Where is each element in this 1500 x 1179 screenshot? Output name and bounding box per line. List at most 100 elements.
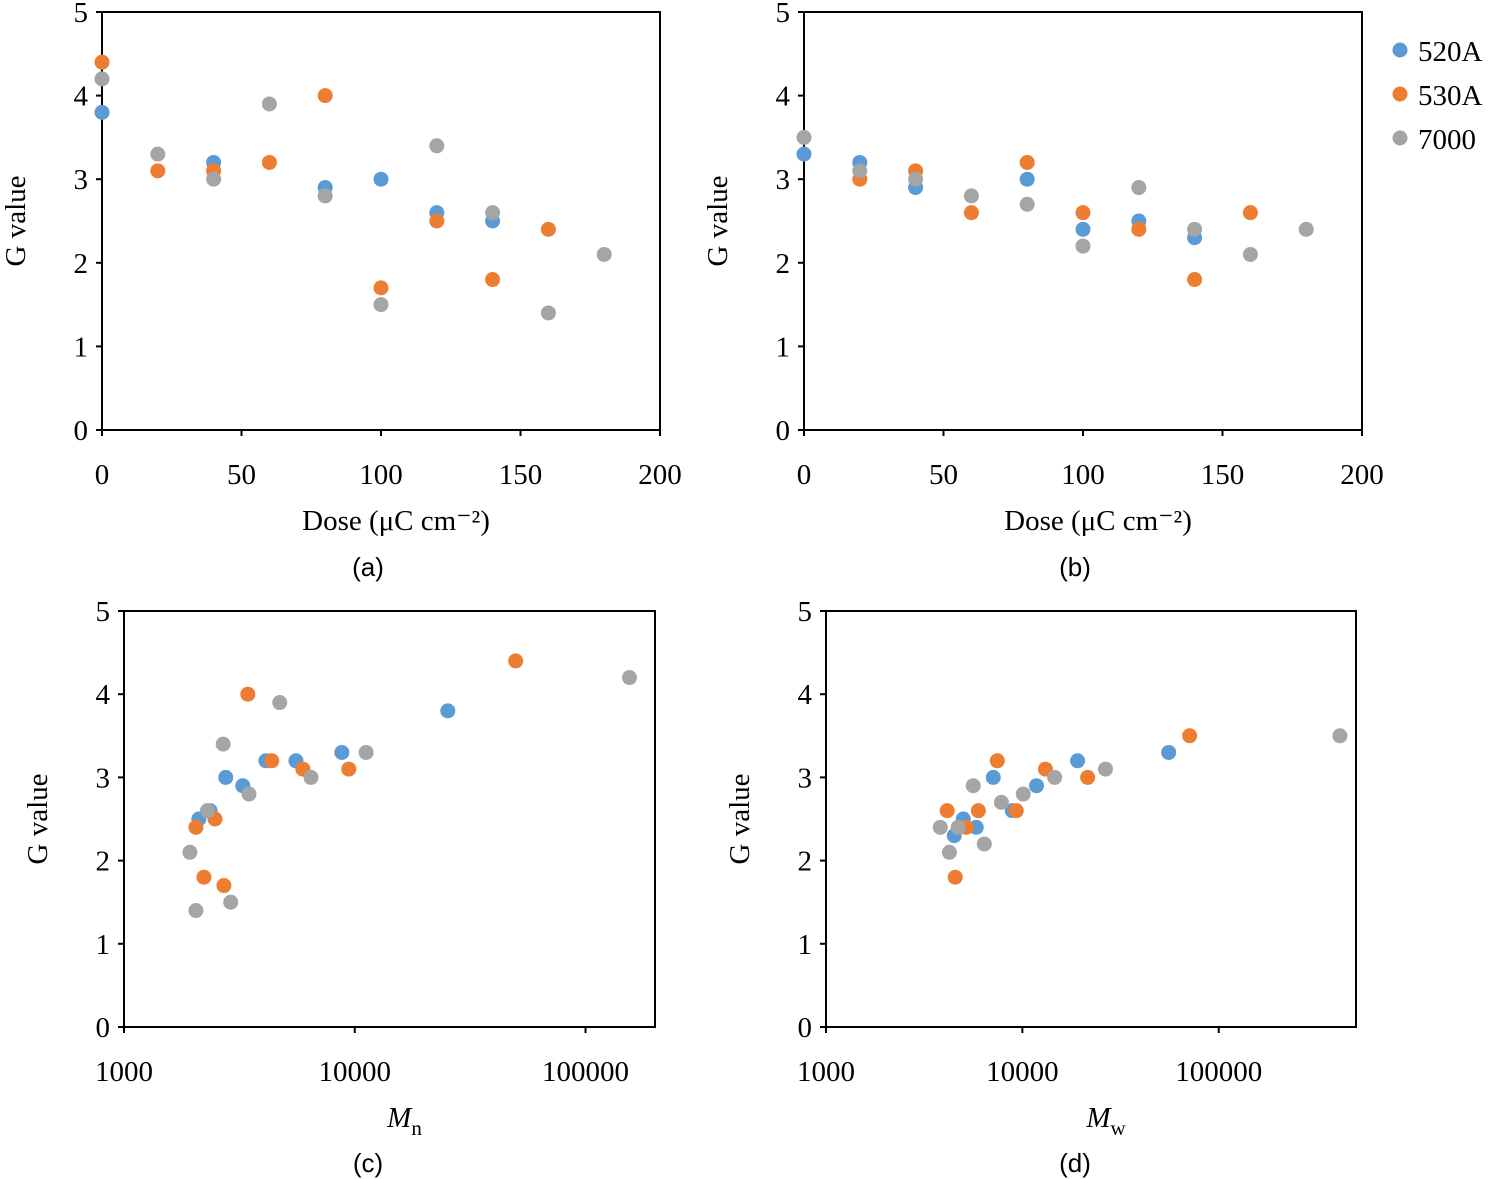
x-tick-label: 50 xyxy=(929,459,958,491)
point xyxy=(188,903,204,919)
point xyxy=(317,188,333,204)
point xyxy=(216,878,232,894)
point xyxy=(1075,205,1091,221)
point xyxy=(429,138,445,154)
legend-marker xyxy=(1392,130,1408,146)
y-tick-label: 3 xyxy=(96,762,111,794)
point xyxy=(596,246,612,262)
point xyxy=(540,221,556,237)
point xyxy=(1097,761,1113,777)
point xyxy=(796,129,812,145)
point xyxy=(989,753,1005,769)
point xyxy=(150,146,166,162)
point xyxy=(182,844,198,860)
y-tick-label: 5 xyxy=(798,596,813,628)
plot-frame xyxy=(101,11,661,431)
legend-label: 530A xyxy=(1418,80,1483,112)
point xyxy=(1019,196,1035,212)
point xyxy=(932,819,948,835)
legend-label: 520A xyxy=(1418,36,1483,68)
point xyxy=(261,154,277,170)
point xyxy=(1015,786,1031,802)
point xyxy=(215,736,231,752)
point xyxy=(94,54,110,70)
x-tick-label: 10000 xyxy=(986,1056,1059,1088)
point xyxy=(1298,221,1314,237)
point xyxy=(1028,778,1044,794)
point xyxy=(334,744,350,760)
point xyxy=(261,96,277,112)
y-tick-label: 3 xyxy=(798,762,813,794)
x-tick-label: 100000 xyxy=(1175,1056,1262,1088)
point xyxy=(852,163,868,179)
point xyxy=(373,297,389,313)
x-axis-label: Dose (μC cm⁻²) xyxy=(302,505,490,537)
legend-label: 7000 xyxy=(1418,124,1476,156)
point xyxy=(1187,221,1203,237)
point xyxy=(508,653,524,669)
y-tick-label: 2 xyxy=(776,248,791,280)
x-tick-label: 100 xyxy=(359,459,403,491)
y-tick-label: 1 xyxy=(798,929,813,961)
x-tick-label: 0 xyxy=(797,459,812,491)
point xyxy=(947,869,963,885)
point xyxy=(150,163,166,179)
point xyxy=(358,744,374,760)
point xyxy=(264,753,280,769)
point xyxy=(272,695,288,711)
y-tick-label: 3 xyxy=(74,164,89,196)
x-axis-label-base: M xyxy=(1085,1102,1112,1134)
point xyxy=(94,104,110,120)
point xyxy=(373,171,389,187)
x-axis-label-sub: n xyxy=(411,1116,422,1140)
x-tick-label: 200 xyxy=(638,459,682,491)
x-tick-label: 1000 xyxy=(95,1056,153,1088)
caption: (d) xyxy=(1059,1148,1091,1178)
point xyxy=(965,778,981,794)
point xyxy=(1070,753,1086,769)
x-axis-label-base: M xyxy=(386,1102,413,1134)
point xyxy=(908,171,924,187)
point xyxy=(963,188,979,204)
y-tick-label: 0 xyxy=(776,415,791,447)
point xyxy=(485,272,501,288)
x-axis-label: Dose (μC cm⁻²) xyxy=(1004,505,1192,537)
panel: 0 1 2 3 4 5 1000 10000 100000 Mw G value (d) xyxy=(724,596,1357,1178)
point xyxy=(429,213,445,229)
y-tick-label: 0 xyxy=(798,1012,813,1044)
legend-marker xyxy=(1392,86,1408,102)
point xyxy=(941,844,957,860)
point xyxy=(1242,246,1258,262)
y-tick-label: 5 xyxy=(96,596,111,628)
x-tick-label: 1000 xyxy=(797,1056,855,1088)
point xyxy=(1161,744,1177,760)
point xyxy=(485,205,501,221)
point xyxy=(196,869,212,885)
point xyxy=(1131,221,1147,237)
point xyxy=(939,803,955,819)
point xyxy=(1075,238,1091,254)
point xyxy=(621,670,637,686)
point xyxy=(993,794,1009,810)
point xyxy=(796,146,812,162)
x-tick-label: 50 xyxy=(227,459,256,491)
point xyxy=(218,769,234,785)
legend-marker xyxy=(1392,42,1408,58)
y-tick-label: 2 xyxy=(96,846,111,878)
point xyxy=(1008,803,1024,819)
point xyxy=(1187,272,1203,288)
point xyxy=(1182,728,1198,744)
point xyxy=(1075,221,1091,237)
y-axis-label: G value xyxy=(724,774,756,865)
x-axis-label-sub: w xyxy=(1111,1116,1127,1140)
x-axis-label: Mw xyxy=(1085,1102,1126,1140)
x-tick-label: 150 xyxy=(1201,459,1245,491)
point xyxy=(540,305,556,321)
y-tick-label: 2 xyxy=(798,846,813,878)
point xyxy=(373,280,389,296)
plot-frame xyxy=(803,11,1363,431)
caption: (b) xyxy=(1059,552,1091,582)
point xyxy=(317,88,333,104)
